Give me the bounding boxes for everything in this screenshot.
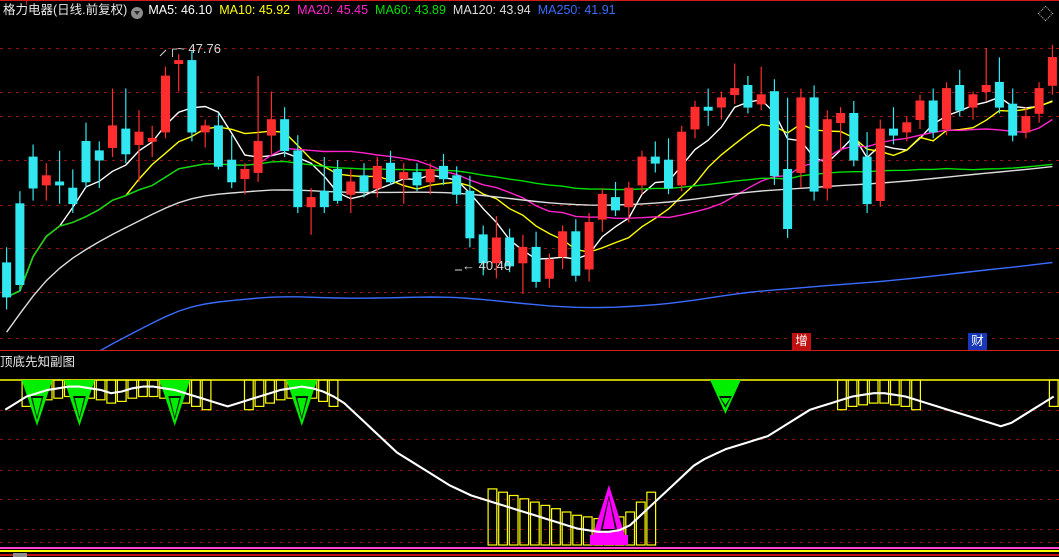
legend-ma120: MA120: 43.94: [452, 3, 531, 17]
baseline-red: [0, 554, 1059, 556]
legend-ma20: MA20: 45.45: [297, 3, 369, 17]
gridline: [0, 470, 1059, 471]
gridline: [0, 410, 1059, 411]
tag-cai[interactable]: 财: [968, 333, 987, 350]
chevron-down-circle-icon[interactable]: [131, 6, 144, 19]
baseline-yellow: [0, 550, 1059, 552]
indicator-panel-header: 顶底先知副图: [0, 351, 1059, 369]
gridline: [0, 529, 1059, 530]
window-top-notch: [26, 0, 27, 5]
gridline: [0, 116, 1059, 117]
legend-ma60: MA60: 43.89: [375, 3, 446, 17]
indicator-chart-panel[interactable]: [0, 369, 1059, 557]
indicator-title: 顶底先知副图: [0, 354, 76, 369]
gridline: [0, 48, 1059, 49]
legend-ma5: MA5: 46.10: [148, 3, 213, 17]
gridline: [0, 160, 1059, 161]
page-title: 格力电器(日线.前复权): [3, 3, 128, 17]
tag-zeng[interactable]: 增: [792, 333, 811, 350]
scroll-handle[interactable]: [13, 553, 27, 557]
price-series-svg: [2, 44, 1057, 350]
gridline: [0, 92, 1059, 93]
indicator-series-svg: [0, 379, 1059, 546]
gridline: [0, 439, 1059, 440]
high-price-annotation: ┌~ 47.76: [168, 41, 221, 56]
price-chart-panel[interactable]: ┌~ 47.76 ← 40.40 增 财: [0, 20, 1059, 350]
low-price-annotation: ← 40.40: [462, 258, 512, 273]
baseline-magenta: [0, 547, 1059, 549]
gridline: [0, 338, 1059, 339]
gridline: [0, 205, 1059, 206]
legend-ma250: MA250: 41.91: [537, 3, 616, 17]
gridline: [0, 248, 1059, 249]
gridline: [0, 542, 1059, 543]
window-top-border: [0, 0, 1059, 1]
legend-ma10: MA10: 45.92: [219, 3, 291, 17]
gridline: [0, 292, 1059, 293]
gridline: [0, 499, 1059, 500]
main-chart-header: 格力电器(日线.前复权) MA5: 46.10 MA10: 45.92 MA20…: [0, 1, 1059, 20]
panel-divider: [0, 350, 1059, 351]
